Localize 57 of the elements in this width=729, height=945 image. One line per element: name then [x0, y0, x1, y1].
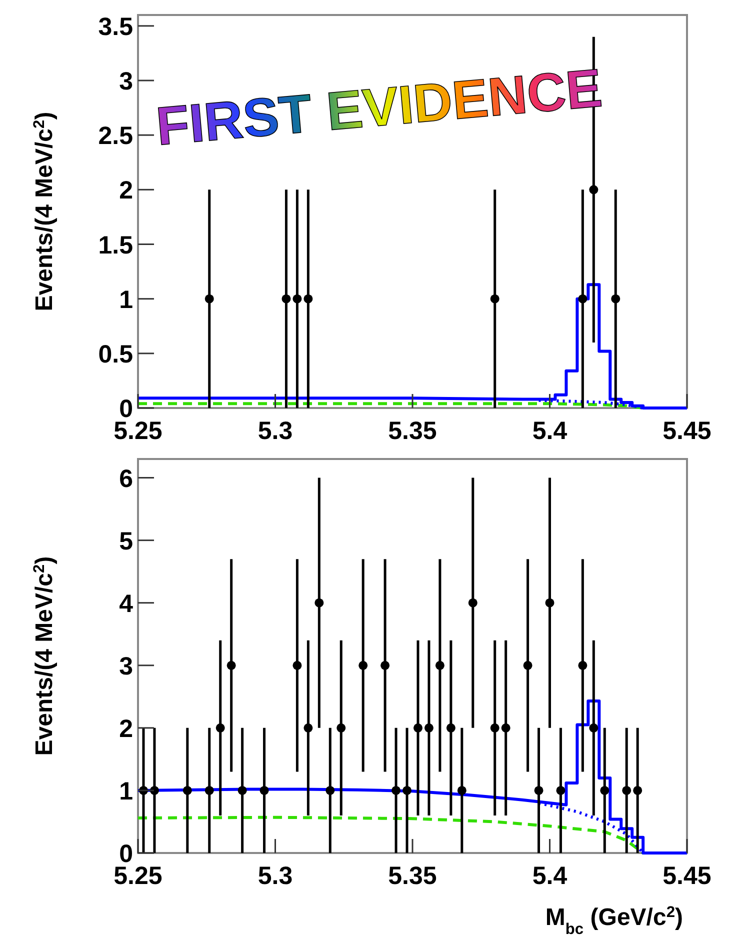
point [468, 598, 478, 608]
y-tick-label: 5 [119, 527, 134, 556]
point [314, 598, 324, 608]
y-tick-label: 3.5 [98, 12, 134, 41]
point [424, 723, 434, 732]
point [380, 660, 390, 670]
point [523, 660, 532, 670]
point [260, 786, 269, 795]
point [600, 786, 610, 795]
point [556, 786, 566, 795]
y-tick-label: 1.5 [98, 231, 134, 260]
point [304, 723, 313, 732]
point [182, 786, 192, 795]
x-tick-label: 5.3 [258, 417, 293, 445]
line-series [136, 700, 688, 854]
point [216, 723, 225, 732]
annotation: FIRST EVIDENCE [154, 58, 604, 157]
y-tick-label: 6 [119, 464, 133, 493]
x-axis-title: M$_{bc}$ (GeV/c$^{2}$) [545, 904, 683, 938]
point [446, 723, 456, 732]
x-tick-label: 5.45 [662, 862, 712, 890]
y-tick-label: 1 [119, 777, 134, 806]
point [326, 786, 335, 795]
point [413, 723, 422, 732]
point [501, 723, 510, 732]
x-tick-label: 5.4 [532, 862, 568, 890]
point [292, 660, 302, 670]
point [490, 723, 500, 732]
point [633, 786, 642, 795]
y-tick-label: 2 [119, 176, 133, 205]
point [457, 786, 466, 795]
point [336, 723, 346, 732]
y-tick-label: 3 [119, 652, 133, 680]
x-tick-label: 5.3 [258, 862, 293, 890]
y-tick-label: 2.5 [98, 122, 134, 150]
point [435, 660, 444, 670]
point [589, 723, 598, 732]
point [534, 786, 544, 795]
point [392, 786, 401, 795]
y-tick-label: 3 [119, 68, 133, 96]
point [204, 786, 214, 795]
x-tick-label: 5.35 [388, 862, 437, 890]
line-series [136, 283, 688, 410]
y-tick-label: 1 [119, 286, 134, 314]
point [238, 786, 247, 795]
x-tick-label: 5.45 [662, 417, 712, 445]
point [226, 660, 236, 670]
point [622, 786, 632, 795]
x-tick-label: 5.35 [388, 417, 437, 445]
y-tick-label: 4 [119, 590, 134, 618]
point [578, 660, 588, 670]
y-tick-label: 0.5 [98, 340, 134, 368]
x-tick-label: 5.4 [532, 417, 568, 445]
point [358, 660, 368, 670]
point [402, 786, 412, 795]
point [545, 598, 554, 608]
y-tick-label: 2 [119, 714, 133, 743]
